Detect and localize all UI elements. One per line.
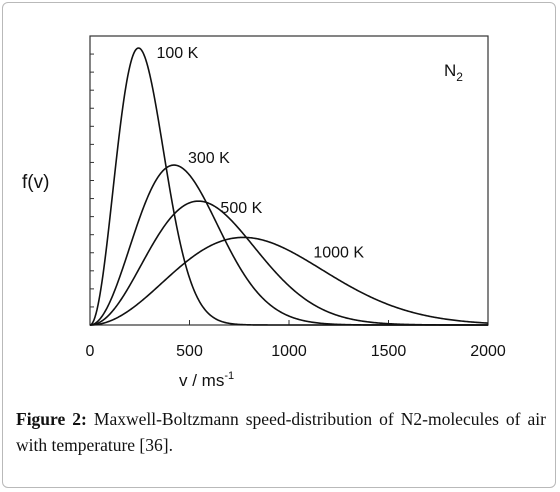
chart-ticks: 0 500 1000 1500 2000 [86,53,506,360]
series-line-500k [89,200,488,326]
series-label: 1000 K [313,244,364,261]
series-line-1000k [89,236,489,326]
series-label: 100 K [156,45,198,62]
x-tick-label: 500 [176,343,203,360]
maxwell-boltzmann-chart: 0 500 1000 1500 2000 100 K 300 K 500 K 1000 K N2… [22,35,506,390]
x-tick-label: 2000 [470,343,506,360]
chart-axes [89,35,489,326]
series-label: 300 K [188,150,230,167]
series-line-100k [89,47,488,326]
figure-caption: Figure 2: Maxwell-Boltzmann speed-distri… [16,406,546,458]
caption-text: Maxwell-Boltzmann speed-distribution of … [16,409,546,455]
series-line-300k [89,164,488,326]
x-tick-label: 1500 [371,343,407,360]
species-label: N2 [444,61,463,84]
caption-label: Figure 2: [16,409,87,429]
x-axis-label: v / ms-1 [179,370,234,390]
plot-border [89,35,489,326]
y-axis-label: f(v) [22,172,49,193]
series-label: 500 K [220,200,262,217]
x-tick-label: 1000 [271,343,307,360]
chart-labels: 100 K 300 K 500 K 1000 K N2 f(v) v / ms-1 [22,45,463,390]
x-tick-label: 0 [86,343,95,360]
chart-curves [89,47,489,326]
